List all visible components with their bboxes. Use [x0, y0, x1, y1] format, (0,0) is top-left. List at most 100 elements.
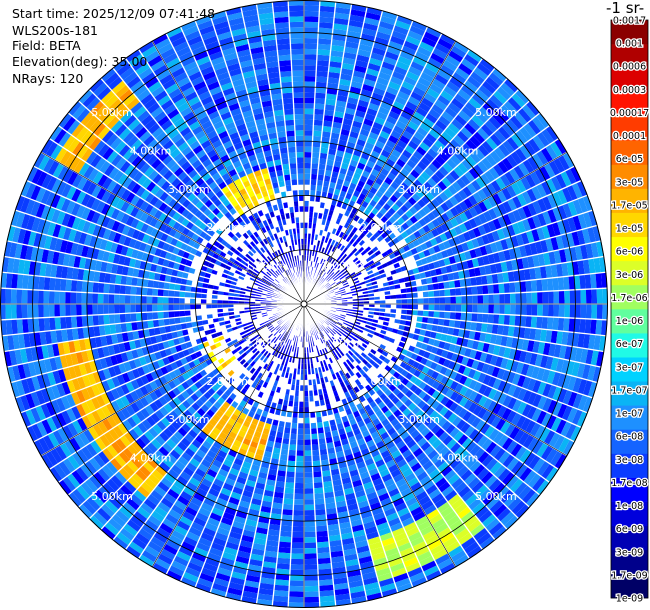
ray-cell — [449, 288, 456, 297]
ray-cell — [354, 110, 367, 119]
ray-cell — [515, 179, 527, 194]
ray-cell — [463, 209, 474, 221]
ray-cell — [447, 237, 456, 248]
ray-cell — [510, 133, 524, 148]
ray-cell — [537, 304, 543, 317]
ray-cell — [552, 277, 559, 291]
ray-cell — [491, 67, 508, 83]
ray-cell — [356, 138, 367, 147]
ray-cell — [567, 375, 577, 392]
ray-cell — [354, 167, 364, 176]
ray-cell — [489, 241, 498, 254]
ray-cell — [428, 297, 435, 304]
ray-cell — [382, 56, 398, 66]
ray-cell — [527, 119, 542, 135]
ray-cell — [412, 86, 427, 98]
ray-cell — [331, 39, 346, 47]
ray-cell — [449, 311, 456, 320]
ray-cell — [381, 96, 395, 106]
ray-cell — [360, 89, 373, 98]
ray-cell — [304, 493, 315, 500]
ray-cell — [449, 217, 459, 228]
ray-cell — [351, 75, 365, 84]
ray-cell — [304, 16, 320, 23]
ray-cell — [574, 245, 583, 261]
ray-cell — [291, 531, 304, 538]
ray-cell — [426, 221, 436, 231]
ray-cell — [420, 322, 428, 330]
ray-cell — [429, 187, 439, 199]
ray-cell — [336, 94, 348, 103]
ray-cell — [482, 198, 493, 211]
ray-cell — [495, 176, 507, 190]
ray-cell — [560, 233, 570, 249]
ray-cell — [474, 110, 489, 124]
ray-cell — [311, 152, 320, 159]
ray-cell — [555, 418, 567, 435]
ray-cell — [276, 557, 291, 565]
ray-cell — [560, 170, 572, 187]
ray-cell — [423, 350, 431, 360]
ray-cell — [453, 150, 466, 163]
ray-cell — [549, 141, 563, 158]
ray-cell — [130, 285, 137, 296]
ray-cell — [385, 158, 396, 168]
ray-cell — [487, 253, 496, 265]
ray-cell — [352, 276, 359, 282]
ray-cell — [541, 128, 555, 145]
ray-cell — [43, 290, 50, 304]
ray-cell — [516, 193, 528, 207]
ray-cell — [450, 118, 464, 131]
ray-cell — [422, 204, 432, 215]
ray-cell — [427, 162, 439, 174]
ray-cell — [422, 67, 437, 79]
ray-cell — [541, 278, 548, 292]
ray-cell — [395, 158, 407, 168]
ray-cell — [340, 185, 349, 193]
ray-cell — [569, 289, 576, 304]
ray-cell — [353, 65, 368, 74]
ray-cell — [442, 240, 451, 250]
ray-cell — [366, 136, 377, 146]
ray-cell — [304, 135, 313, 142]
ray-cell — [488, 72, 504, 87]
ray-cell — [308, 211, 314, 218]
ray-cell — [491, 230, 501, 242]
ray-cell — [317, 49, 331, 56]
ray-cell — [539, 165, 551, 181]
ray-cell — [341, 157, 351, 165]
ray-cell — [141, 304, 147, 313]
ray-cell — [76, 280, 83, 293]
ray-cell — [412, 333, 420, 341]
ray-cell — [457, 88, 472, 102]
ray-cell — [412, 309, 418, 316]
ray-cell — [304, 38, 318, 44]
ray-cell — [320, 247, 326, 254]
ray-cell — [527, 339, 535, 353]
ray-cell — [403, 325, 411, 333]
ray-cell — [304, 585, 320, 592]
ray-cell — [374, 300, 380, 304]
ray-cell — [479, 245, 488, 257]
ray-cell — [546, 316, 554, 331]
ray-cell — [487, 313, 494, 324]
ray-cell — [372, 121, 384, 131]
ray-cell — [10, 288, 17, 304]
ray-cell — [389, 75, 404, 86]
ray-cell — [440, 249, 449, 259]
ray-cell — [352, 70, 366, 79]
ray-cell — [445, 264, 453, 274]
ray-cell — [304, 233, 308, 239]
ray-cell — [374, 249, 382, 257]
ray-cell — [318, 16, 335, 24]
ray-cell — [344, 228, 352, 236]
ray-cell — [157, 296, 164, 304]
ray-cell — [291, 542, 304, 549]
ray-cell — [21, 304, 28, 319]
ray-cell — [344, 264, 351, 270]
ray-cell — [555, 358, 565, 373]
ray-cell — [551, 221, 561, 237]
ray-cell — [119, 304, 126, 314]
ray-cell — [501, 187, 512, 201]
ray-cell — [76, 292, 82, 304]
